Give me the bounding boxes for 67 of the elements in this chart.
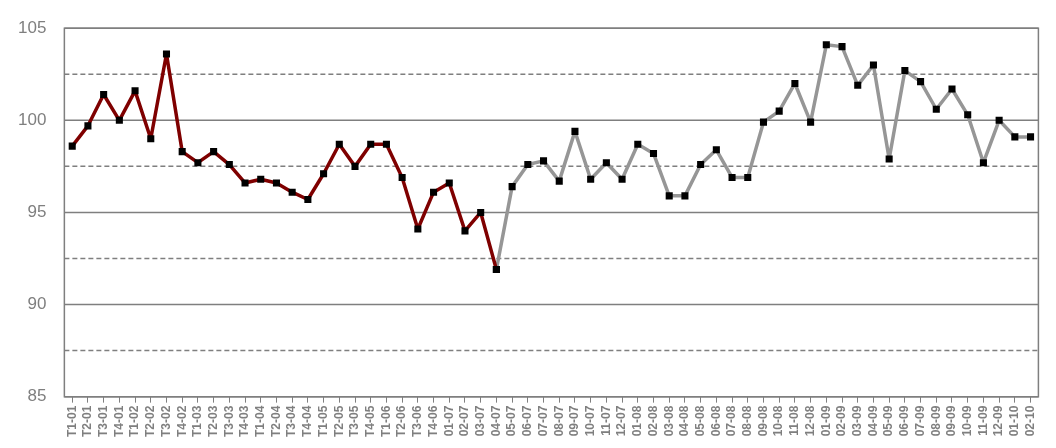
x-tick-label: T3-03 <box>221 405 236 438</box>
x-tick-label: 06-07 <box>520 405 535 437</box>
x-tick-label: 03-09 <box>850 405 865 437</box>
x-tick-label: T1-04 <box>253 405 268 438</box>
x-tick-label: 01-10 <box>1007 405 1022 437</box>
x-tick-label: 05-09 <box>881 405 896 437</box>
x-tick-label: 10-08 <box>771 405 786 437</box>
x-tick-label: 05-08 <box>692 405 707 437</box>
x-tick-label: T1-06 <box>378 405 393 438</box>
x-tick-label: T4-01 <box>111 405 126 438</box>
x-tick-label: 02-10 <box>1022 405 1037 437</box>
x-tick-label: 11-07 <box>598 405 613 436</box>
x-tick-label: 11-09 <box>975 405 990 436</box>
x-tick-label: T1-03 <box>190 405 205 438</box>
x-tick-label: 08-08 <box>740 405 755 437</box>
x-tick-label: 08-09 <box>928 405 943 437</box>
x-tick-label: T2-05 <box>331 405 346 438</box>
x-tick-label: T2-04 <box>268 405 283 438</box>
x-tick-label: T4-05 <box>363 405 378 438</box>
y-tick-label: 105 <box>17 17 47 37</box>
x-tick-label: T2-03 <box>205 405 220 438</box>
x-tick-label: T4-06 <box>425 405 440 438</box>
x-tick-label: 03-08 <box>661 405 676 437</box>
y-tick-label: 100 <box>17 110 47 129</box>
x-tick-label: 10-09 <box>960 405 975 437</box>
y-tick-label: 85 <box>27 386 47 406</box>
x-tick-label: 09-07 <box>567 405 582 437</box>
x-tick-label: 01-09 <box>818 405 833 437</box>
x-tick-label: 12-09 <box>991 405 1006 437</box>
x-tick-label: T1-05 <box>315 405 330 438</box>
x-tick-label: T1-01 <box>64 405 79 438</box>
x-tick-label: 03-07 <box>473 405 487 437</box>
x-tick-label: 01-08 <box>630 405 645 437</box>
x-tick-label: 05-07 <box>504 405 519 437</box>
x-tick-label: 09-09 <box>944 405 959 437</box>
x-tick-label: 12-07 <box>614 405 629 437</box>
x-tick-label: T3-04 <box>284 405 299 438</box>
x-tick-label: T3-06 <box>410 405 425 438</box>
x-tick-label: 02-09 <box>834 405 849 437</box>
x-tick-label: 04-09 <box>865 405 880 437</box>
y-tick-label: 95 <box>27 202 47 222</box>
y-tick-label: 90 <box>27 294 47 314</box>
x-tick-label: 11-08 <box>787 405 802 436</box>
x-tick-label: 02-08 <box>645 405 660 437</box>
x-tick-label: T4-02 <box>174 405 189 438</box>
x-tick-label: T3-02 <box>158 405 173 438</box>
x-tick-label: 02-07 <box>457 405 472 437</box>
x-tick-label: T4-04 <box>300 405 315 438</box>
x-tick-label: 12-08 <box>802 405 817 437</box>
x-tick-label: 07-08 <box>724 405 739 437</box>
x-tick-label: T2-02 <box>143 405 158 438</box>
x-tick-label: T4-03 <box>237 405 252 438</box>
x-tick-label: 04-07 <box>488 405 503 437</box>
x-tick-label: T3-01 <box>95 405 110 438</box>
x-tick-label: 08-07 <box>551 405 566 437</box>
x-tick-label: 10-07 <box>582 405 597 437</box>
x-tick-label: 07-09 <box>912 405 927 437</box>
x-tick-label: 01-07 <box>441 405 456 437</box>
x-tick-label: 09-08 <box>755 405 770 437</box>
x-tick-label: T2-06 <box>394 405 409 438</box>
x-tick-label: 06-08 <box>708 405 723 437</box>
x-tick-label: 07-07 <box>535 405 550 437</box>
x-tick-label: T1-02 <box>127 405 142 438</box>
x-tick-label: T3-05 <box>347 405 362 438</box>
x-tick-label: T2-01 <box>80 405 95 438</box>
x-tick-label: 04-08 <box>677 405 692 437</box>
x-tick-label: 06-09 <box>897 405 912 437</box>
